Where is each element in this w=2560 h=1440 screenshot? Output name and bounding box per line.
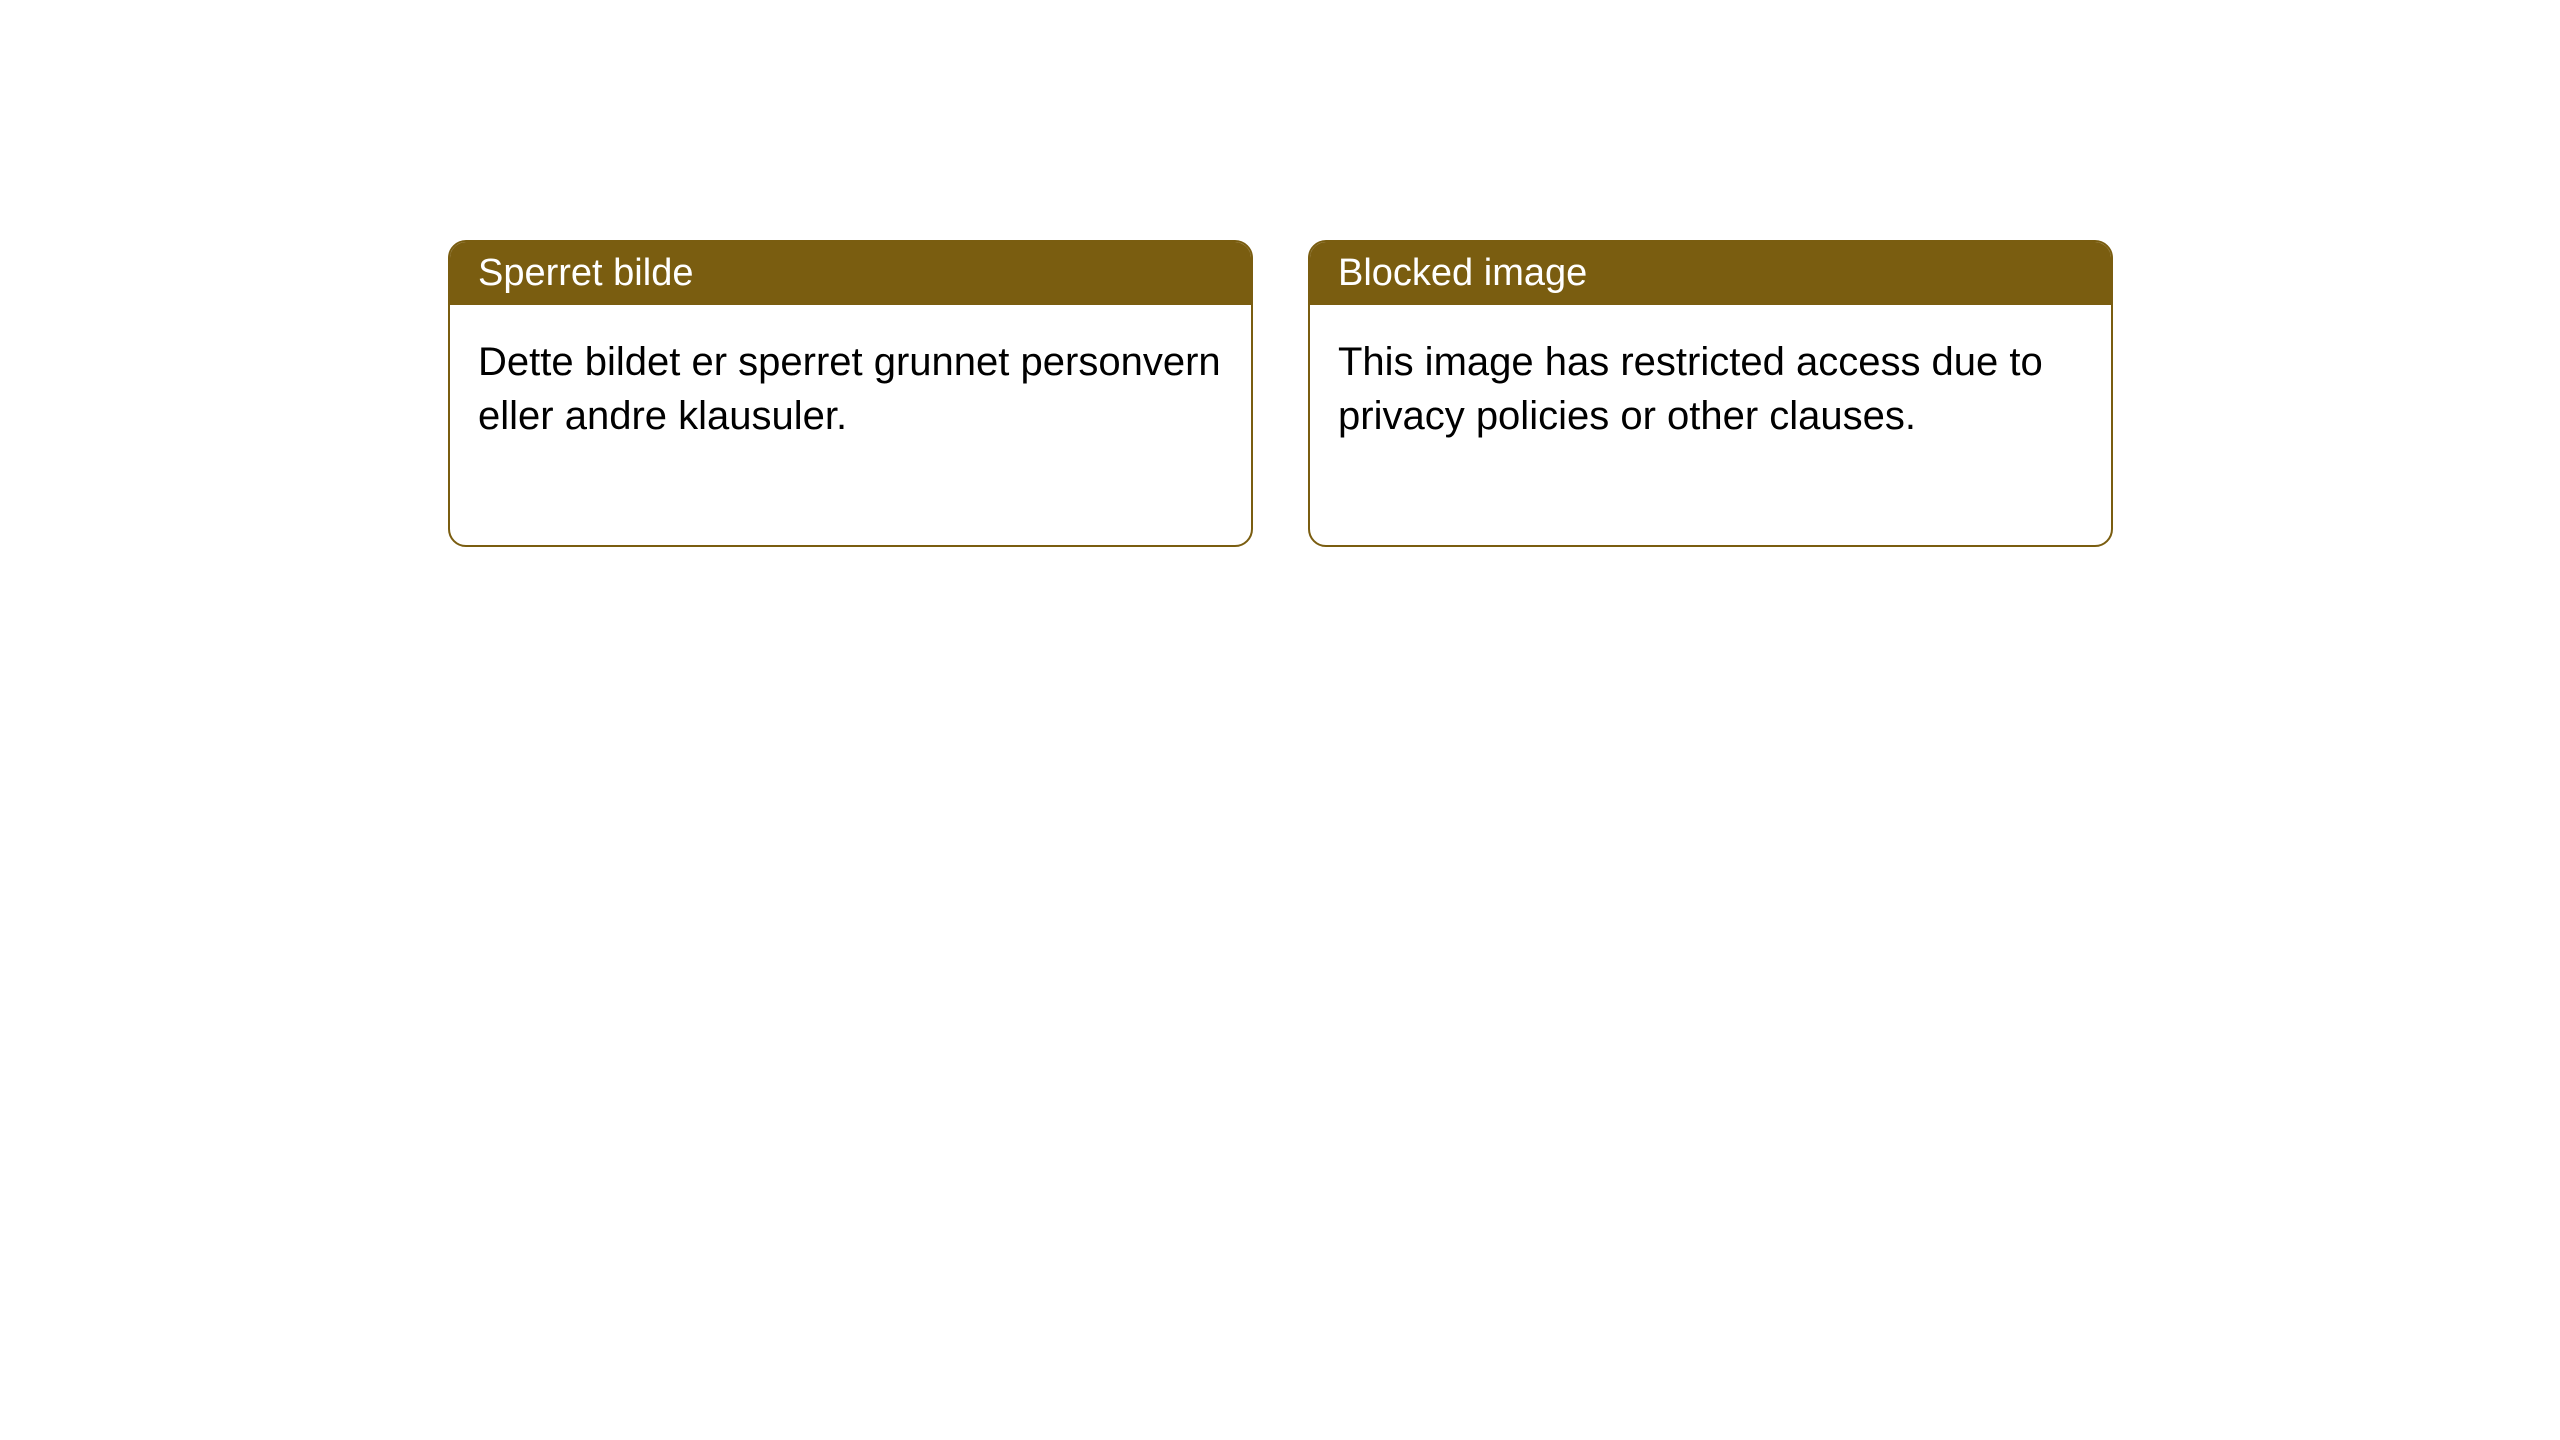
notice-title: Sperret bilde	[478, 252, 693, 294]
notice-body: Dette bildet er sperret grunnet personve…	[450, 305, 1251, 545]
notice-title: Blocked image	[1338, 252, 1587, 294]
notice-message: This image has restricted access due to …	[1338, 340, 2043, 438]
notice-message: Dette bildet er sperret grunnet personve…	[478, 340, 1221, 438]
notice-card-english: Blocked image This image has restricted …	[1308, 240, 2113, 547]
notice-body: This image has restricted access due to …	[1310, 305, 2111, 545]
notice-card-norwegian: Sperret bilde Dette bildet er sperret gr…	[448, 240, 1253, 547]
notice-header: Blocked image	[1310, 242, 2111, 305]
notice-container: Sperret bilde Dette bildet er sperret gr…	[448, 240, 2113, 547]
notice-header: Sperret bilde	[450, 242, 1251, 305]
